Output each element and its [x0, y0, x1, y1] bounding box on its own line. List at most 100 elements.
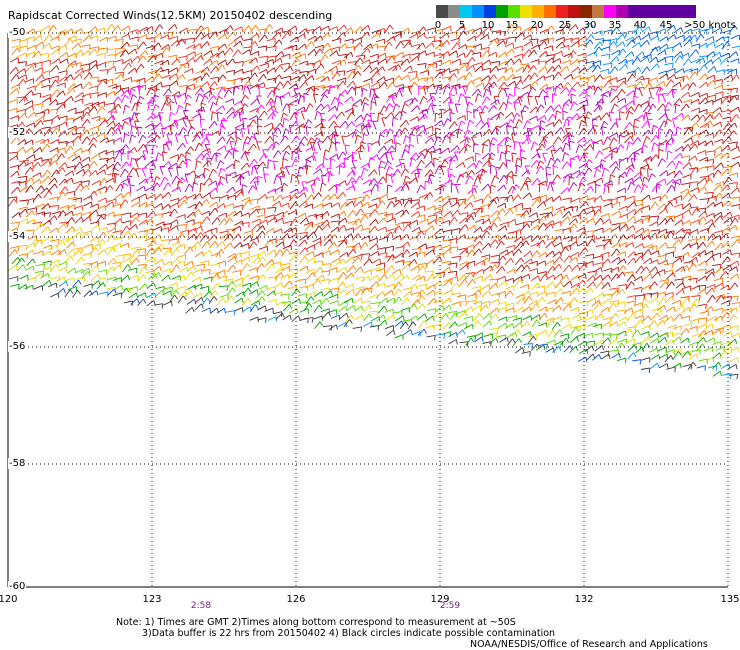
wind-barb [267, 55, 277, 58]
wind-barb-flag [407, 74, 411, 80]
wind-barb-flag [175, 73, 179, 79]
wind-barb [17, 52, 27, 58]
wind-barb [141, 168, 146, 177]
wind-barb [367, 119, 370, 129]
wind-barb [587, 127, 594, 135]
wind-barb [225, 174, 228, 184]
wind-barb [626, 90, 634, 97]
wind-barb-flag [709, 114, 714, 119]
wind-barb-flag [567, 216, 571, 222]
wind-barb [81, 93, 91, 98]
wind-barb [195, 160, 198, 170]
wind-barb [247, 135, 253, 145]
wind-barb [161, 74, 171, 79]
wind-barb [227, 210, 236, 217]
wind-barb [48, 215, 55, 223]
wind-barb-flag [535, 26, 538, 32]
wind-barb [699, 227, 709, 232]
wind-barb-flag [558, 71, 562, 77]
wind-barb [328, 184, 336, 192]
wind-barb [728, 87, 738, 91]
wind-barb-flag [292, 150, 298, 154]
wind-barb [498, 174, 505, 183]
wind-barb-flag [405, 135, 411, 139]
wind-barb [698, 55, 709, 58]
wind-barb-flag [671, 184, 676, 190]
wind-barb-flag [556, 158, 561, 163]
wind-barb-flag [306, 235, 309, 241]
wind-barb-flag [92, 143, 97, 148]
wind-barb-flag [256, 65, 260, 71]
wind-barb-flag [153, 37, 156, 43]
wind-barb [367, 169, 375, 177]
wind-barb-flag [138, 85, 144, 88]
wind-barb [690, 98, 699, 104]
wind-barb [632, 176, 641, 183]
wind-barb-flag [24, 96, 29, 102]
wind-barb-flag [142, 55, 147, 61]
wind-barb [57, 191, 64, 200]
wind-barb-flag [696, 181, 699, 187]
wind-barb [562, 197, 572, 201]
wind-barb-flag [395, 103, 401, 108]
wind-barb-flag [510, 208, 514, 214]
wind-barb-flag [589, 39, 594, 45]
wind-barb [562, 227, 571, 231]
wind-barb-flag [705, 140, 708, 146]
wind-barb [114, 71, 124, 74]
wind-barb-flag [153, 55, 157, 61]
wind-barb [320, 126, 323, 136]
wind-barb [619, 129, 627, 136]
wind-barb [31, 161, 39, 170]
wind-barb [454, 103, 458, 113]
wind-barb [33, 147, 41, 154]
wind-barb [544, 131, 552, 138]
wind-barb [698, 28, 708, 33]
wind-barb-flag [192, 57, 196, 63]
wind-barb-flag [54, 215, 58, 221]
wind-barb [187, 77, 197, 81]
wind-barb-flag [702, 57, 706, 63]
wind-barb [424, 125, 433, 131]
wind-barb-flag [104, 205, 106, 211]
wind-barb [97, 79, 104, 87]
wind-barb-flag [442, 186, 444, 192]
wind-barb [233, 40, 241, 48]
wind-barb [346, 80, 354, 88]
wind-barb [623, 132, 633, 138]
wind-barb [434, 136, 438, 146]
wind-barb [432, 40, 442, 43]
wind-barb [48, 183, 56, 192]
wind-barb [624, 135, 632, 144]
wind-barb [121, 191, 129, 199]
wind-barb [531, 178, 538, 186]
wind-barb-flag [49, 97, 52, 103]
wind-barb [377, 52, 386, 58]
wind-barb [166, 133, 170, 143]
wind-barb [64, 236, 74, 242]
wind-barb-flag [54, 177, 58, 183]
wind-barb [372, 121, 377, 130]
wind-barb-flag [676, 126, 682, 130]
wind-barb-flag [629, 122, 633, 127]
wind-barb-flag [174, 208, 178, 214]
wind-barb [327, 242, 335, 250]
wind-barb [544, 57, 553, 64]
wind-barb-flag [364, 97, 369, 102]
wind-barb-flag [494, 175, 500, 180]
wind-barb-flag [366, 194, 371, 199]
wind-barb-flag [511, 112, 515, 118]
wind-barb [267, 188, 276, 194]
wind-barb [122, 230, 129, 239]
wind-barb [345, 185, 355, 191]
wind-barb [31, 92, 41, 96]
wind-barb [425, 63, 433, 72]
wind-barb-flag [313, 231, 317, 237]
wind-barb-flag [269, 136, 274, 141]
wind-barb [143, 227, 153, 233]
wind-barb-flag [209, 58, 213, 64]
wind-barb-flag [737, 187, 740, 193]
wind-barb [162, 211, 172, 215]
wind-barb-flag [705, 43, 708, 49]
wind-barb-flag [352, 209, 357, 215]
